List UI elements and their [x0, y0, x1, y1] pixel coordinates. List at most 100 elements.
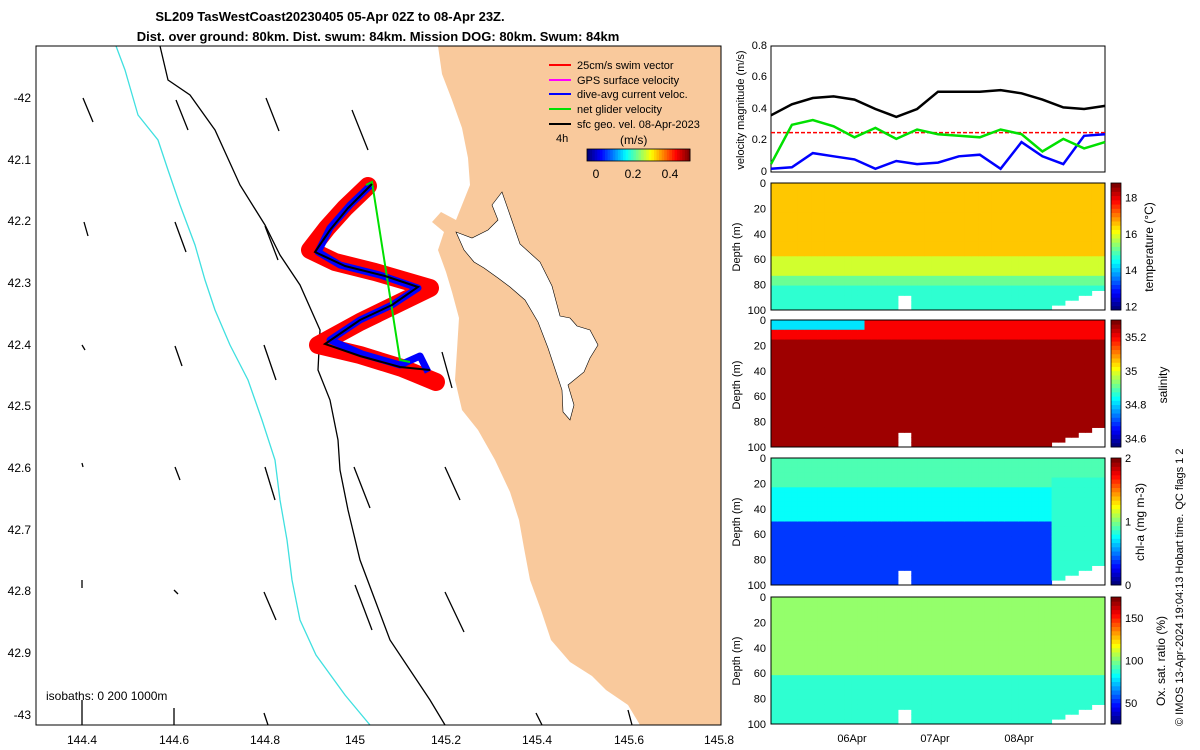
geostrophic-arrows [81, 97, 633, 725]
chl-a-cell [1004, 511, 1012, 518]
salinity-cell [1078, 393, 1086, 399]
salinity-cell [817, 422, 825, 428]
temperature-cell [971, 202, 979, 208]
temperature-cell [837, 192, 845, 199]
oxygen-cell [911, 670, 919, 676]
temperature-cell [824, 241, 832, 247]
oxygen-cell [784, 606, 792, 613]
oxygen-cell [857, 660, 866, 666]
temperature-cell [1091, 251, 1099, 257]
chl-a-cell [1051, 467, 1059, 474]
salinity-cell [944, 422, 952, 428]
temperature-cell [877, 305, 886, 311]
salinity-cell [1044, 393, 1053, 399]
chl-a-cell [1051, 545, 1059, 552]
chl-a-cell [1031, 501, 1039, 508]
temperature-cell [897, 290, 906, 296]
salinity-cell [777, 368, 785, 375]
temperature-cell [984, 192, 992, 199]
oxygen-cell [964, 631, 972, 637]
temperature-cell [1064, 295, 1073, 301]
salinity-cell [1011, 412, 1019, 419]
salinity-cell [891, 344, 899, 350]
oxygen-cell [777, 680, 785, 686]
temperature-cell [824, 305, 832, 311]
chl-a-cell [904, 521, 912, 527]
oxygen-cell [991, 601, 999, 608]
lon-tick-6: 145.6 [614, 733, 644, 747]
chl-a-colorbar-cell [1111, 580, 1121, 586]
chl-a-cell [938, 472, 946, 479]
oxygen-cell [864, 665, 872, 671]
salinity-cell [1004, 349, 1012, 355]
chl-a-cell [998, 575, 1006, 581]
temperature-cell [871, 202, 879, 208]
chl-a-cell [851, 575, 859, 581]
oxygen-cell [978, 626, 986, 632]
oxygen-cell [844, 660, 852, 666]
oxygen-cell [804, 675, 812, 681]
chl-a-cell [991, 560, 999, 566]
chl-a-cell [924, 497, 932, 503]
salinity-cell [1071, 383, 1079, 389]
oxygen-cell [904, 597, 912, 603]
oxygen-cell [824, 680, 832, 686]
oxygen-cell [938, 660, 946, 666]
temperature-cell [891, 202, 899, 208]
chl-a-cell [951, 492, 959, 498]
temperature-cell [857, 197, 866, 204]
salinity-cell [1038, 403, 1046, 409]
temperature-cell [1084, 217, 1093, 223]
salinity-cell [811, 427, 819, 433]
chl-a-cell [777, 560, 785, 566]
oxygen-cell [817, 611, 825, 618]
salinity-cell [851, 363, 859, 370]
salinity-cell [917, 412, 926, 419]
oxygen-cell [804, 636, 812, 642]
chl-a-cell [877, 458, 886, 464]
temperature-cell [804, 280, 812, 287]
salinity-cell [1091, 393, 1099, 399]
oxygen-cell [837, 689, 845, 696]
oxygen-cell [804, 665, 812, 671]
temperature-cell [911, 266, 919, 272]
temperature-cell [917, 183, 926, 189]
oxygen-cell [831, 631, 839, 637]
temperature-cell [911, 226, 919, 233]
temperature-cell [978, 270, 986, 277]
salinity-cell [1058, 324, 1066, 331]
salinity-cell [971, 344, 979, 350]
chl-a-cell [971, 531, 979, 537]
chl-a-cell [1051, 550, 1059, 557]
temperature-cell [1051, 212, 1059, 218]
salinity-cell [844, 388, 852, 394]
chl-a-cell [1038, 565, 1046, 571]
salinity-cell [1031, 442, 1039, 448]
temperature-cell [884, 251, 892, 257]
salinity-cell [1091, 334, 1099, 341]
salinity-cell [964, 339, 972, 345]
temperature-cell [1031, 305, 1039, 311]
salinity-cell [864, 324, 872, 331]
chl-a-cell [884, 521, 892, 527]
salinity-cell [831, 437, 839, 443]
chl-a-cell [771, 521, 779, 527]
chl-a-cell [904, 487, 912, 493]
oxygen-cell [817, 675, 825, 681]
temperature-cell [951, 305, 959, 311]
salinity-colorbar-frame [1110, 319, 1122, 448]
oxygen-cell [824, 689, 832, 696]
chl-a-cell [931, 501, 939, 508]
oxygen-cell [1004, 611, 1012, 618]
chl-a-cell [811, 501, 819, 508]
temperature-cell [864, 226, 872, 233]
salinity-cell [1078, 427, 1086, 433]
oxygen-cell [851, 670, 859, 676]
oxygen-cell [984, 597, 992, 603]
chl-a-cell [824, 531, 832, 537]
salinity-cell [777, 373, 785, 380]
temperature-cell [877, 187, 886, 194]
chl-a-cell [884, 516, 892, 522]
salinity-cell [1044, 329, 1053, 336]
temperature-cell [891, 192, 899, 199]
